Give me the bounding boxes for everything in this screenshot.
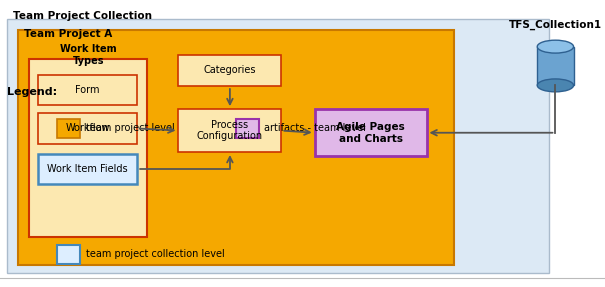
Text: Agile Pages
and Charts: Agile Pages and Charts (336, 122, 405, 144)
Text: Team Project A: Team Project A (24, 29, 113, 39)
Bar (57, 245, 80, 264)
Bar (38, 154, 137, 184)
Text: Legend:: Legend: (7, 87, 57, 97)
Bar (537, 46, 574, 86)
Bar (29, 59, 147, 237)
Text: Process
Configuration: Process Configuration (197, 120, 263, 141)
Ellipse shape (537, 40, 574, 53)
Ellipse shape (537, 79, 574, 92)
Text: team project level: team project level (86, 123, 175, 133)
Text: Workflow: Workflow (65, 123, 110, 133)
Bar (38, 75, 137, 105)
Bar (178, 55, 281, 86)
Bar (315, 109, 427, 156)
Bar (18, 30, 454, 265)
Text: Form: Form (75, 85, 100, 95)
Text: artifacts - team level: artifacts - team level (264, 123, 366, 133)
Text: TFS_Collection1: TFS_Collection1 (509, 20, 602, 30)
Text: Categories: Categories (204, 65, 256, 75)
Bar (57, 119, 80, 138)
Bar (236, 119, 259, 138)
Text: Work Item
Types: Work Item Types (60, 44, 117, 66)
Bar (38, 113, 137, 144)
Text: team project collection level: team project collection level (86, 249, 224, 259)
Text: Team Project Collection: Team Project Collection (13, 11, 152, 21)
Text: Work Item Fields: Work Item Fields (47, 164, 128, 174)
Bar (178, 109, 281, 152)
Bar (7, 19, 549, 273)
